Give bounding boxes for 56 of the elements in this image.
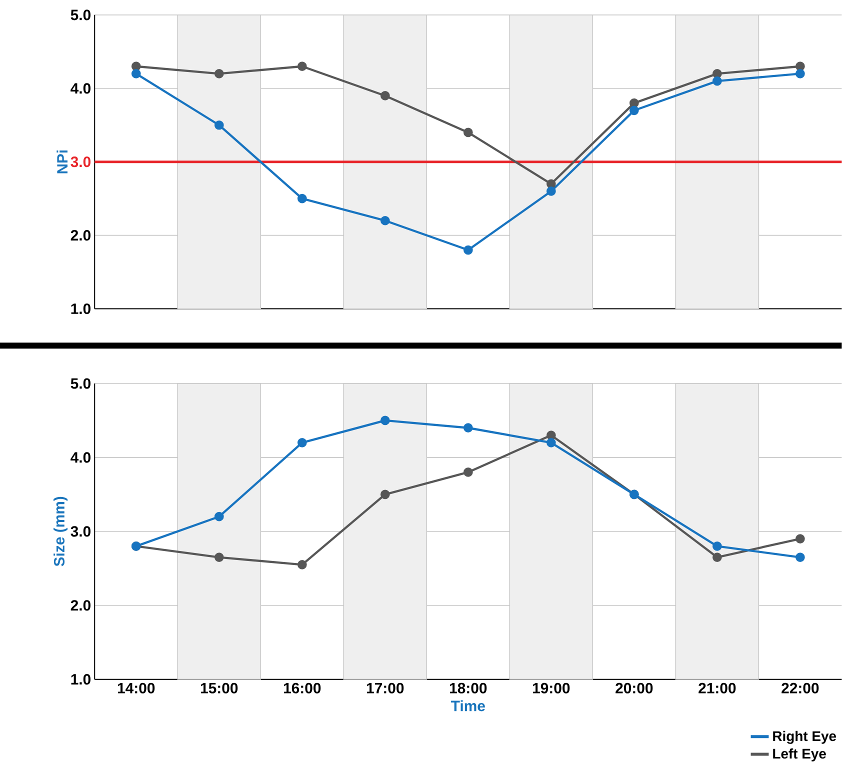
point xyxy=(546,438,556,448)
point xyxy=(214,512,224,522)
x-tick-label: 22:00 xyxy=(782,682,819,694)
x-tick-label: 14:00 xyxy=(118,682,155,694)
point xyxy=(380,416,390,426)
point xyxy=(214,120,224,130)
point xyxy=(546,179,556,189)
x-tick-label: 17:00 xyxy=(366,682,404,694)
point xyxy=(380,91,390,100)
point xyxy=(712,69,722,78)
point xyxy=(546,430,556,440)
point xyxy=(297,194,307,204)
point xyxy=(712,552,722,562)
point xyxy=(297,438,307,448)
point xyxy=(214,552,224,562)
y-axis-title: Size (mm) xyxy=(54,496,68,566)
x-tick-label: 19:00 xyxy=(532,682,570,694)
x-tick-label: 20:00 xyxy=(616,682,653,694)
y-tick-label: 5.0 xyxy=(70,378,90,389)
point xyxy=(796,62,805,72)
x-tick-label: 16:00 xyxy=(284,682,321,694)
x-tick-label: 21:00 xyxy=(698,682,736,694)
y-axis-title: NPi xyxy=(56,150,68,174)
point xyxy=(131,62,141,72)
point xyxy=(463,128,473,138)
point xyxy=(463,245,473,255)
point xyxy=(796,534,805,544)
y-tick-label: 4.0 xyxy=(70,83,90,94)
point xyxy=(796,552,805,562)
y-tick-label: 3.0 xyxy=(70,526,90,537)
y-tick-label: 2.0 xyxy=(70,230,90,241)
x-tick-label: 15:00 xyxy=(200,682,238,694)
point xyxy=(796,69,805,78)
y-tick-label: 2.0 xyxy=(70,600,90,611)
x-tick-label: 18:00 xyxy=(450,682,487,694)
point xyxy=(380,216,390,226)
legend-label: Left Eye xyxy=(773,748,826,762)
point xyxy=(380,490,390,500)
point xyxy=(463,423,473,433)
point xyxy=(297,560,307,570)
point xyxy=(297,62,307,72)
point xyxy=(712,76,722,86)
y-tick-label: 4.0 xyxy=(70,452,90,463)
legend-label: Right Eye xyxy=(773,730,836,744)
y-tick-label: 5.0 xyxy=(70,10,90,20)
point xyxy=(546,186,556,196)
point xyxy=(712,542,722,551)
point xyxy=(131,69,141,78)
y-tick-label: 1.0 xyxy=(71,304,90,314)
point xyxy=(214,69,224,78)
point xyxy=(463,468,473,477)
point xyxy=(629,98,639,108)
x-axis-title: Time xyxy=(451,700,485,712)
point xyxy=(629,106,639,116)
y-tick-label: 3.0 xyxy=(70,156,90,168)
y-tick-label: 1.0 xyxy=(71,674,90,685)
